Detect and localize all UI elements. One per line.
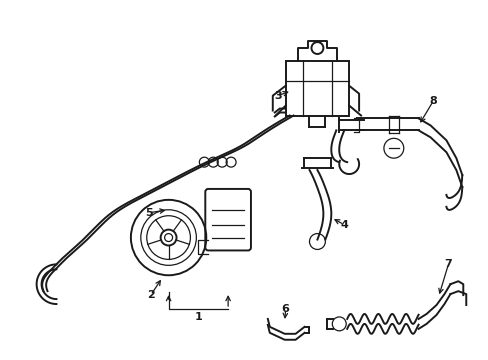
Text: 4: 4: [340, 220, 347, 230]
Text: 6: 6: [281, 304, 289, 314]
Text: 5: 5: [144, 208, 152, 218]
Text: 2: 2: [146, 290, 154, 300]
Text: 3: 3: [273, 91, 281, 101]
Text: 8: 8: [429, 96, 436, 105]
Text: 7: 7: [444, 259, 451, 269]
Text: 1: 1: [194, 312, 202, 322]
Bar: [285, 61, 348, 116]
